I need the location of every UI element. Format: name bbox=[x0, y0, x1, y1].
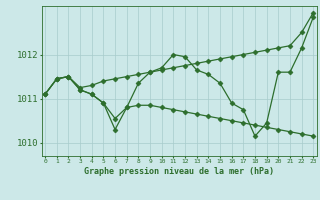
X-axis label: Graphe pression niveau de la mer (hPa): Graphe pression niveau de la mer (hPa) bbox=[84, 167, 274, 176]
